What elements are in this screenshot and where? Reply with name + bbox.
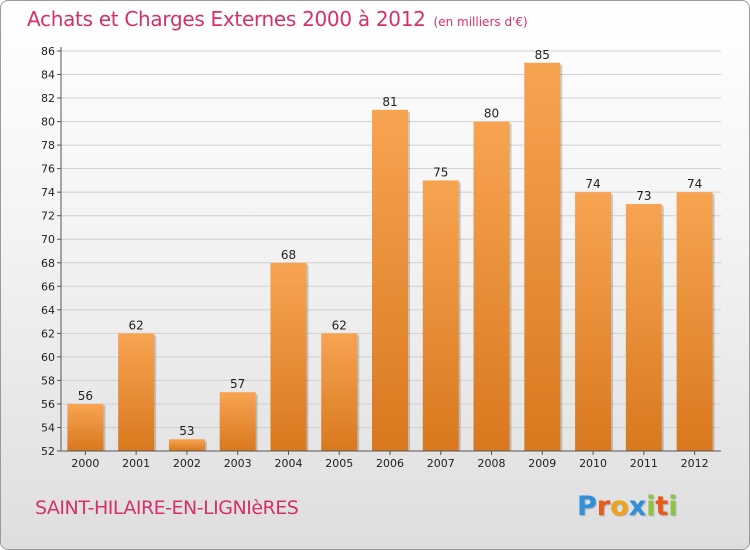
value-label: 56 [78, 389, 93, 403]
bar-2009 [524, 62, 561, 451]
y-tick-label: 52 [41, 445, 55, 458]
bar-2007 [422, 180, 459, 452]
y-tick-label: 68 [41, 257, 55, 270]
bar-2001 [118, 333, 155, 451]
y-tick-label: 56 [41, 398, 55, 411]
commune-name: SAINT-HILAIRE-EN-LIGNIèRES [35, 497, 299, 519]
value-label: 57 [230, 377, 245, 391]
value-label: 73 [636, 189, 651, 203]
x-tick-label: 2005 [325, 457, 353, 470]
x-tick-label: 2001 [122, 457, 150, 470]
x-tick-label: 2000 [71, 457, 99, 470]
bar-2010 [575, 192, 612, 452]
bar-2012 [676, 192, 713, 452]
bar-2008 [473, 121, 510, 452]
x-tick-label: 2010 [579, 457, 607, 470]
y-tick-label: 74 [41, 186, 55, 199]
y-tick-label: 54 [41, 421, 55, 434]
bar-2011 [625, 203, 662, 451]
y-tick-label: 60 [41, 351, 55, 364]
value-label: 85 [535, 48, 550, 62]
x-tick-label: 2006 [376, 457, 404, 470]
axes: 52 54 56 58 60 62 64 66 68 70 72 74 76 78 80 82 84 86 2000… [41, 45, 721, 470]
bars [67, 62, 715, 452]
logo-letter: o [610, 491, 629, 522]
y-tick-label: 82 [41, 92, 55, 105]
y-tick-label: 84 [41, 69, 55, 82]
chart-title-text: Achats et Charges Externes 2000 à 2012 [27, 7, 426, 31]
logo-letter: x [628, 491, 647, 522]
y-tick-label: 72 [41, 210, 55, 223]
y-tick-label: 86 [41, 45, 55, 58]
value-label: 62 [332, 318, 347, 332]
x-tick-label: 2011 [630, 457, 658, 470]
x-tick-label: 2004 [274, 457, 302, 470]
y-tick-label: 80 [41, 116, 55, 129]
value-label: 62 [129, 318, 144, 332]
x-tick-label: 2003 [224, 457, 252, 470]
y-tick-label: 62 [41, 327, 55, 340]
bar-2006 [372, 109, 408, 451]
logo-letter: P [577, 491, 597, 522]
y-tick-label: 58 [41, 374, 55, 387]
bar-2004 [270, 262, 307, 451]
x-tick-label: 2002 [173, 457, 201, 470]
x-tick-label: 2008 [478, 457, 506, 470]
y-tick-label: 78 [41, 139, 55, 152]
logo-letter: t [655, 491, 669, 522]
y-tick-label: 66 [41, 280, 55, 293]
bar-2000 [67, 403, 104, 451]
value-label: 68 [281, 248, 296, 262]
unit-label: (en milliers d'€) [433, 15, 528, 29]
value-label: 75 [433, 165, 448, 179]
x-tick-label: 2007 [427, 457, 455, 470]
y-tick-label: 70 [41, 233, 55, 246]
x-tick-label: 2012 [681, 457, 709, 470]
value-label: 74 [585, 177, 600, 191]
proxiti-logo[interactable]: Proxiti [577, 491, 678, 522]
bar-2005 [321, 333, 358, 451]
logo-letter: i [646, 491, 656, 522]
value-label: 53 [179, 424, 194, 438]
y-tick-label: 76 [41, 163, 55, 176]
bar-2003 [219, 392, 256, 451]
y-tick-label: 64 [41, 304, 55, 317]
value-label: 80 [484, 107, 499, 121]
logo-letter: i [668, 491, 678, 522]
chart-title: Achats et Charges Externes 2000 à 2012 (e… [27, 7, 528, 31]
x-tick-label: 2009 [528, 457, 556, 470]
value-label: 74 [687, 177, 702, 191]
value-labels: 56 62 53 57 68 62 81 75 80 85 74 73 74 [78, 48, 703, 438]
logo-letter: r [596, 491, 611, 522]
value-label: 81 [382, 95, 397, 109]
bar-2002 [168, 439, 205, 451]
